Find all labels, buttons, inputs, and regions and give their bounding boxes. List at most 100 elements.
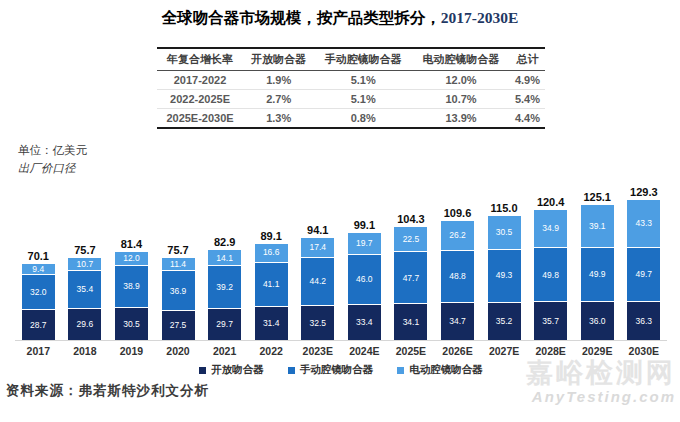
bar-segment-value: 49.3 xyxy=(496,271,513,280)
bar-segment-value: 27.5 xyxy=(170,321,187,330)
bar-segment-电动腔镜吻合器: 12.0 xyxy=(115,252,148,265)
bar-total-label: 75.7 xyxy=(167,244,188,256)
bar-segment-开放吻合器: 28.7 xyxy=(22,309,55,340)
bar-column-2017: 70.19.432.028.7 xyxy=(15,250,62,340)
x-axis-tick-label: 2022 xyxy=(248,345,295,357)
cagr-data-cell: 10.7% xyxy=(412,90,510,109)
cagr-data-cell: 2.7% xyxy=(243,90,314,109)
x-axis-tick-label: 2021 xyxy=(201,345,248,357)
bar-segment-手动腔镜吻合器: 32.0 xyxy=(22,274,55,309)
bar-segment-手动腔镜吻合器: 38.9 xyxy=(115,265,148,307)
x-axis-tick-label: 2025E xyxy=(388,345,435,357)
bar-segment-value: 19.7 xyxy=(356,239,373,248)
bar-segment-开放吻合器: 36.3 xyxy=(627,301,660,340)
unit-label: 单位：亿美元 xyxy=(18,141,87,159)
cagr-data-cell: 2025E-2030E xyxy=(157,109,243,129)
x-axis-tick-label: 2026E xyxy=(434,345,481,357)
x-axis-tick-label: 2027E xyxy=(481,345,528,357)
bar-segment-开放吻合器: 33.4 xyxy=(348,304,381,340)
bar-segment-开放吻合器: 34.7 xyxy=(441,302,474,340)
legend-label: 电动腔镜吻合器 xyxy=(409,363,483,377)
bar-segment-value: 34.7 xyxy=(449,317,466,326)
legend-swatch-icon xyxy=(199,367,206,374)
bar-total-label: 109.6 xyxy=(444,207,472,219)
bar-segment-value: 39.2 xyxy=(216,283,233,292)
x-axis-tick-label: 2020 xyxy=(155,345,202,357)
bar-segment-开放吻合器: 34.1 xyxy=(394,303,427,340)
bar-total-label: 125.1 xyxy=(583,191,611,203)
cagr-header-cell: 总计 xyxy=(510,48,545,71)
bar-column-2019: 81.412.038.930.5 xyxy=(108,238,155,340)
bar-total-label: 104.3 xyxy=(397,213,425,225)
bar-segment-电动腔镜吻合器: 34.9 xyxy=(534,210,567,248)
bar-segment-value: 12.0 xyxy=(123,254,140,263)
bar-segment-手动腔镜吻合器: 41.1 xyxy=(255,262,288,307)
chart-title-range: 2017-2030E xyxy=(441,9,519,26)
bar-segment-value: 11.4 xyxy=(170,260,186,269)
bar-stack: 14.139.229.7 xyxy=(208,250,241,340)
cagr-table: 年复合增长率开放吻合器手动腔镜吻合器电动腔镜吻合器总计 2017-20221.9… xyxy=(157,47,545,129)
bar-segment-value: 39.1 xyxy=(589,222,606,231)
price-basis-label: 出厂价口径 xyxy=(18,159,87,177)
bar-segment-开放吻合器: 29.7 xyxy=(208,308,241,340)
bar-segment-开放吻合器: 31.4 xyxy=(255,306,288,340)
bar-total-label: 81.4 xyxy=(121,238,142,250)
cagr-table-head: 年复合增长率开放吻合器手动腔镜吻合器电动腔镜吻合器总计 xyxy=(157,48,545,71)
chart-title-main: 全球吻合器市场规模，按产品类型拆分， xyxy=(162,9,441,26)
bar-segment-value: 48.8 xyxy=(449,272,466,281)
bar-segment-手动腔镜吻合器: 48.8 xyxy=(441,250,474,303)
bar-stack: 12.038.930.5 xyxy=(115,252,148,340)
legend-item-电动腔镜吻合器: 电动腔镜吻合器 xyxy=(397,363,483,377)
bar-segment-电动腔镜吻合器: 26.2 xyxy=(441,221,474,249)
cagr-data-cell: 4.9% xyxy=(510,71,545,90)
bar-segment-value: 36.3 xyxy=(636,317,653,326)
bar-stack: 19.746.033.4 xyxy=(348,233,381,340)
bar-segment-开放吻合器: 36.0 xyxy=(581,301,614,340)
cagr-data-cell: 1.3% xyxy=(243,109,314,129)
bar-segment-手动腔镜吻合器: 36.9 xyxy=(162,270,195,310)
legend-label: 手动腔镜吻合器 xyxy=(300,363,374,377)
bar-segment-value: 49.7 xyxy=(636,270,653,279)
bar-stack: 9.4 32.0 28.7 xyxy=(22,264,55,340)
bar-segment-电动腔镜吻合器: 9.4 xyxy=(22,264,55,274)
legend-item-手动腔镜吻合器: 手动腔镜吻合器 xyxy=(288,363,374,377)
bar-column-2022: 89.116.641.131.4 xyxy=(248,230,295,340)
bar-stack: 11.4 36.9 27.5 xyxy=(162,258,195,340)
bar-segment-value: 22.5 xyxy=(403,235,420,244)
cagr-data-cell: 2022-2025E xyxy=(157,90,243,109)
cagr-data-cell: 2017-2022 xyxy=(157,71,243,90)
bar-segment-开放吻合器: 35.7 xyxy=(534,301,567,340)
cagr-header-cell: 年复合增长率 xyxy=(157,48,243,71)
bar-segment-value: 29.6 xyxy=(77,320,94,329)
bar-segment-开放吻合器: 27.5 xyxy=(162,310,195,340)
bar-stack: 17.444.232.5 xyxy=(301,238,334,340)
bar-segment-value: 38.9 xyxy=(123,282,140,291)
cagr-data-cell: 5.1% xyxy=(314,90,412,109)
watermark-cn: 嘉峪检测网 xyxy=(526,358,676,388)
bar-segment-电动腔镜吻合器: 43.3 xyxy=(627,200,660,247)
bar-segment-value: 32.0 xyxy=(30,288,47,297)
bar-total-label: 75.7 xyxy=(74,244,95,256)
cagr-data-cell: 0.8% xyxy=(314,109,412,129)
cagr-header-row: 年复合增长率开放吻合器手动腔镜吻合器电动腔镜吻合器总计 xyxy=(157,48,545,71)
bar-segment-value: 35.7 xyxy=(542,317,559,326)
legend-swatch-icon xyxy=(397,367,404,374)
bar-segment-开放吻合器: 32.5 xyxy=(301,305,334,340)
x-axis-tick-label: 2017 xyxy=(15,345,62,357)
bar-segment-value: 36.9 xyxy=(170,287,187,296)
watermark: 嘉峪检测网 AnyTesting.com xyxy=(526,358,676,406)
bar-segment-手动腔镜吻合器: 49.7 xyxy=(627,247,660,301)
cagr-data-cell: 12.0% xyxy=(412,71,510,90)
bar-segment-value: 16.6 xyxy=(263,248,280,257)
bar-segment-手动腔镜吻合器: 44.2 xyxy=(301,257,334,305)
bar-segment-value: 26.2 xyxy=(449,231,466,240)
figure-page: 全球吻合器市场规模，按产品类型拆分，2017-2030E 年复合增长率开放吻合器… xyxy=(0,0,680,422)
cagr-data-row: 2025E-2030E1.3%0.8%13.9%4.4% xyxy=(157,109,545,129)
bar-column-2029E: 125.139.149.936.0 xyxy=(574,191,621,340)
x-axis-tick-label: 2028E xyxy=(527,345,574,357)
bar-segment-value: 32.5 xyxy=(309,319,326,328)
bar-segment-开放吻合器: 29.6 xyxy=(68,308,101,340)
bar-total-label: 115.0 xyxy=(491,202,518,214)
bar-stack: 43.3 49.7 36.3 xyxy=(627,200,660,340)
bar-column-2021: 82.914.139.229.7 xyxy=(201,236,248,340)
